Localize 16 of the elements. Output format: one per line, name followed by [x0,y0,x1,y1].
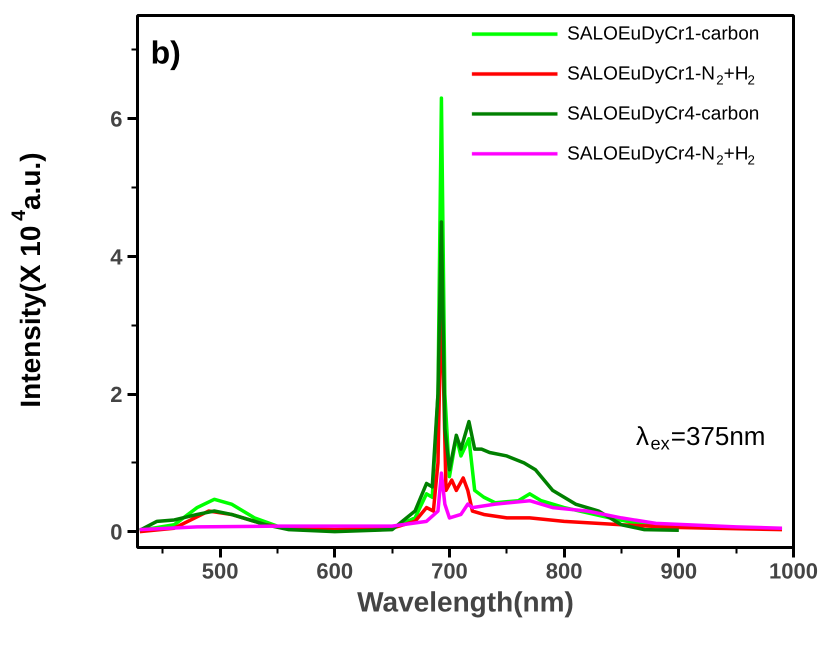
y-axis-title: Intensity(X 104a.u.) [8,152,46,408]
x-axis-title: Wavelength(nm) [357,586,574,618]
x-tick-label: 500 [202,558,238,584]
y-tick-label: 6 [110,106,123,132]
x-tick-label: 900 [660,558,698,584]
y-tick-label: 2 [110,382,123,408]
x-tick-label: 700 [431,558,468,584]
x-tick-label: 600 [316,558,354,584]
annotation: b) [150,34,181,71]
x-tick-label: 1000 [769,558,818,584]
x-tick-label: 800 [546,558,582,584]
legend-label: SALOEuDyCr1-carbon [567,24,760,45]
y-tick-label: 0 [110,520,123,545]
line-series [138,471,784,532]
legend-label: SALOEuDyCr4-carbon [567,103,760,124]
y-tick-label: 4 [110,244,124,270]
